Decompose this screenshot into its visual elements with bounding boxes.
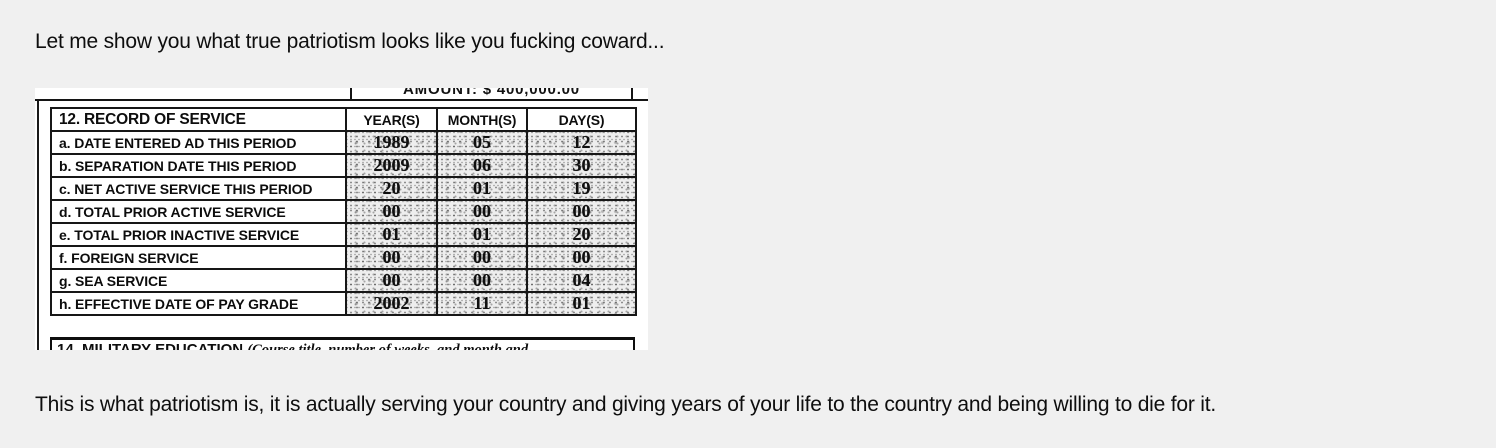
months-value: 06 — [436, 153, 528, 178]
post-top-text: Let me show you what true patriotism loo… — [35, 30, 665, 53]
months-value: 00 — [436, 199, 528, 224]
months-value: 00 — [436, 268, 528, 293]
months-value: 00 — [436, 245, 528, 270]
amount-label: AMOUNT: $ 400,000.00 — [403, 88, 580, 98]
record-label: h. EFFECTIVE DATE OF PAY GRADE — [50, 291, 347, 316]
months-value: 01 — [436, 176, 528, 201]
days-value: 04 — [526, 268, 637, 293]
scanned-dd214-image[interactable]: AMOUNT: $ 400,000.00 12. RECORD OF SERVI… — [35, 88, 648, 350]
days-value: 30 — [526, 153, 637, 178]
years-value: 00 — [345, 268, 438, 293]
table-row: e. TOTAL PRIOR INACTIVE SERVICE 01 01 20 — [50, 222, 637, 247]
col-header-days: DAY(S) — [526, 107, 637, 132]
record-label: a. DATE ENTERED AD THIS PERIOD — [50, 130, 347, 155]
record-label: b. SEPARATION DATE THIS PERIOD — [50, 153, 347, 178]
amount-strip: AMOUNT: $ 400,000.00 — [35, 88, 648, 101]
military-education-label: 14. MILITARY EDUCATION — [57, 341, 248, 350]
days-value: 00 — [526, 245, 637, 270]
scan-left-edge-line — [37, 101, 39, 350]
military-education-section: 14. MILITARY EDUCATION (Course title, nu… — [50, 337, 635, 350]
amount-cell: AMOUNT: $ 400,000.00 — [350, 88, 633, 101]
days-value: 00 — [526, 199, 637, 224]
days-value: 20 — [526, 222, 637, 247]
months-value: 01 — [436, 222, 528, 247]
table-row: d. TOTAL PRIOR ACTIVE SERVICE 00 00 00 — [50, 199, 637, 224]
table-row: h. EFFECTIVE DATE OF PAY GRADE 2002 11 0… — [50, 291, 637, 316]
record-label: f. FOREIGN SERVICE — [50, 245, 347, 270]
col-header-years: YEAR(S) — [345, 107, 438, 132]
table-row: g. SEA SERVICE 00 00 04 — [50, 268, 637, 293]
days-value: 01 — [526, 291, 637, 316]
days-value: 12 — [526, 130, 637, 155]
record-label: g. SEA SERVICE — [50, 268, 347, 293]
record-of-service-title: 12. RECORD OF SERVICE — [50, 107, 347, 132]
record-label: d. TOTAL PRIOR ACTIVE SERVICE — [50, 199, 347, 224]
years-value: 00 — [345, 199, 438, 224]
days-value: 19 — [526, 176, 637, 201]
years-value: 1989 — [345, 130, 438, 155]
table-row: b. SEPARATION DATE THIS PERIOD 2009 06 3… — [50, 153, 637, 178]
years-value: 01 — [345, 222, 438, 247]
record-of-service-table: 12. RECORD OF SERVICE YEAR(S) MONTH(S) D… — [50, 107, 637, 316]
years-value: 2009 — [345, 153, 438, 178]
record-label: e. TOTAL PRIOR INACTIVE SERVICE — [50, 222, 347, 247]
post-bottom-text: This is what patriotism is, it is actual… — [35, 393, 1217, 416]
table-row: c. NET ACTIVE SERVICE THIS PERIOD 20 01 … — [50, 176, 637, 201]
table-header-row: 12. RECORD OF SERVICE YEAR(S) MONTH(S) D… — [50, 107, 637, 132]
years-value: 20 — [345, 176, 438, 201]
table-row: f. FOREIGN SERVICE 00 00 00 — [50, 245, 637, 270]
months-value: 05 — [436, 130, 528, 155]
years-value: 2002 — [345, 291, 438, 316]
military-education-caption: (Course title, number of weeks, and mont… — [247, 342, 529, 350]
years-value: 00 — [345, 245, 438, 270]
col-header-months: MONTH(S) — [436, 107, 528, 132]
record-label: c. NET ACTIVE SERVICE THIS PERIOD — [50, 176, 347, 201]
months-value: 11 — [436, 291, 528, 316]
table-row: a. DATE ENTERED AD THIS PERIOD 1989 05 1… — [50, 130, 637, 155]
